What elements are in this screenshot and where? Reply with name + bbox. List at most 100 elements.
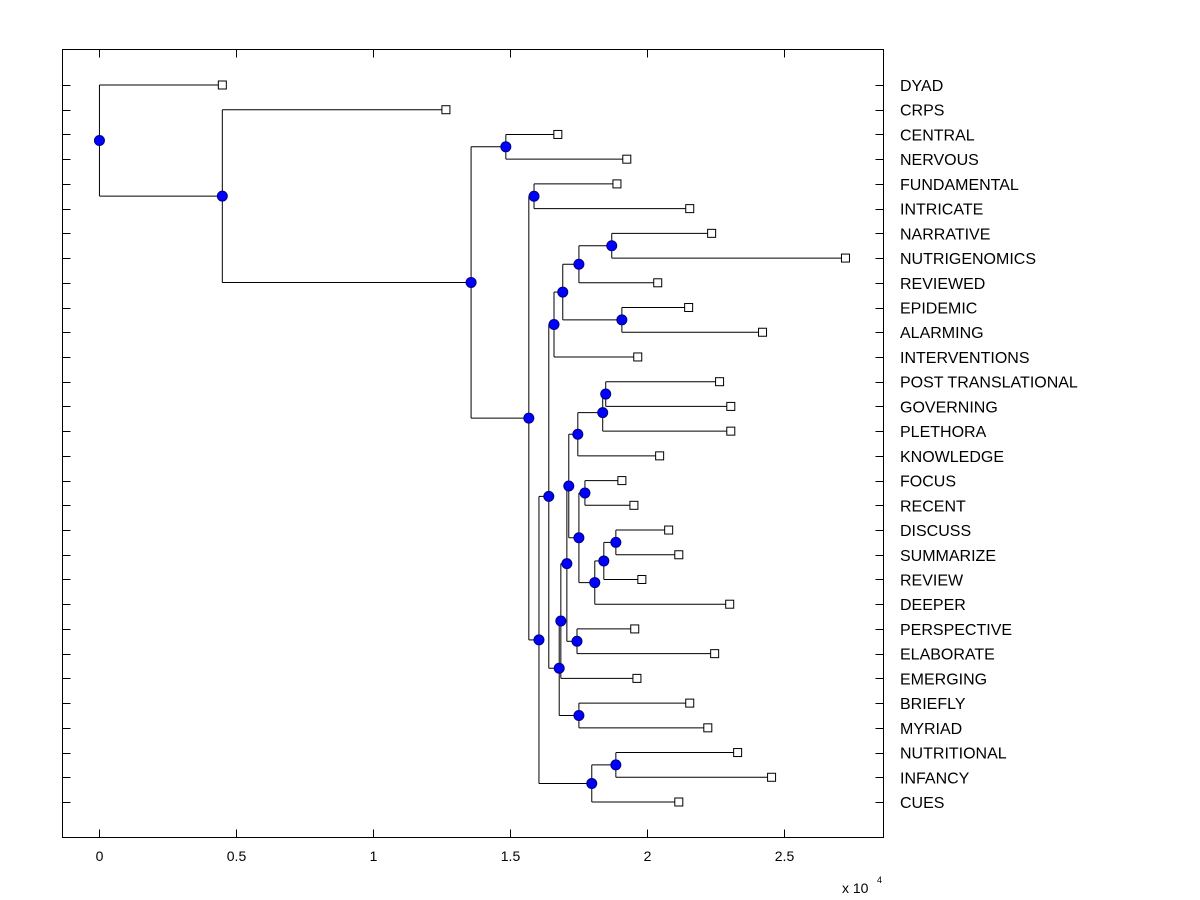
x-tick-label: 2.5 — [775, 848, 795, 864]
cluster-node — [573, 258, 585, 270]
leaf-marker — [441, 105, 451, 115]
leaf-label: EPIDEMIC — [900, 301, 977, 318]
leaf-marker — [715, 377, 725, 387]
leaf-marker — [630, 624, 640, 634]
leaf-marker — [767, 772, 777, 782]
leaf-marker — [617, 476, 627, 486]
leaf-marker — [217, 80, 227, 90]
leaf-label: GOVERNING — [900, 399, 998, 416]
cluster-node — [500, 141, 512, 153]
leaf-label: RECENT — [900, 498, 966, 515]
leaf-marker — [655, 451, 665, 461]
leaf-labels: DYAD CRPS CENTRAL NERVOUS FUNDAMENTAL INTRICA… — [900, 78, 1078, 812]
cluster-node — [606, 240, 618, 252]
cluster-node — [600, 388, 612, 400]
leaf-label: INTERVENTIONS — [900, 350, 1030, 367]
cluster-node — [523, 412, 535, 424]
cluster-node — [586, 777, 598, 789]
leaf-label: NARRATIVE — [900, 226, 990, 243]
x-tick-labels: 0 0.5 1 1.5 2 2.5 — [96, 848, 795, 864]
cluster-node — [572, 428, 584, 440]
leaf-label: EMERGING — [900, 671, 987, 688]
leaf-label: DEEPER — [900, 597, 966, 614]
leaf-marker — [726, 401, 736, 411]
leaf-marker — [710, 649, 720, 659]
leaf-marker — [703, 723, 713, 733]
leaf-marker — [685, 204, 695, 214]
cluster-node — [543, 490, 555, 502]
cluster-node — [597, 407, 609, 419]
leaf-label: CENTRAL — [900, 127, 975, 144]
x-tick-label: 1.5 — [501, 848, 521, 864]
leaf-label: DYAD — [900, 78, 943, 95]
leaf-label: INTRICATE — [900, 202, 983, 219]
leaf-markers — [217, 80, 850, 807]
leaf-label: PERSPECTIVE — [900, 622, 1012, 639]
cluster-node — [93, 135, 105, 147]
leaf-label: NUTRITIONAL — [900, 746, 1007, 763]
leaf-marker — [633, 352, 643, 362]
cluster-node — [533, 634, 545, 646]
leaf-label: CRPS — [900, 103, 944, 120]
cluster-node — [548, 319, 560, 331]
leaf-marker — [725, 599, 735, 609]
leaf-label: FUNDAMENTAL — [900, 177, 1019, 194]
leaf-marker — [629, 500, 639, 510]
leaf-marker — [733, 748, 743, 758]
leaf-marker — [637, 574, 647, 584]
x-tick-label: 0.5 — [227, 848, 247, 864]
leaf-marker — [553, 129, 563, 139]
leaf-marker — [622, 154, 632, 164]
y-axis-ticks — [62, 85, 884, 803]
leaf-label: REVIEW — [900, 572, 964, 589]
leaf-label: ELABORATE — [900, 647, 995, 664]
cluster-node — [555, 615, 567, 627]
leaf-label: BRIEFLY — [900, 696, 966, 713]
leaf-label: NERVOUS — [900, 152, 979, 169]
leaf-marker — [664, 525, 674, 535]
cluster-node — [579, 487, 591, 499]
leaf-marker — [612, 179, 622, 189]
cluster-node — [528, 190, 540, 202]
cluster-node — [589, 577, 601, 589]
cluster-node — [563, 480, 575, 492]
leaf-label: SUMMARIZE — [900, 548, 996, 565]
leaf-label: CUES — [900, 795, 944, 812]
leaf-label: ALARMING — [900, 325, 984, 342]
leaf-marker — [726, 426, 736, 436]
cluster-node — [616, 314, 628, 326]
x-multiplier-exponent: 4 — [877, 875, 882, 885]
leaf-label: KNOWLEDGE — [900, 449, 1004, 466]
cluster-node — [465, 276, 477, 288]
cluster-node — [610, 536, 622, 548]
cluster-node — [573, 532, 585, 544]
leaf-marker — [632, 673, 642, 683]
leaf-marker — [674, 797, 684, 807]
x-tick-label: 0 — [96, 848, 104, 864]
leaf-marker — [840, 253, 850, 263]
leaf-marker — [674, 550, 684, 560]
leaf-label: NUTRIGENOMICS — [900, 251, 1036, 268]
cluster-node — [598, 555, 610, 567]
cluster-node — [573, 709, 585, 721]
leaf-marker — [758, 327, 768, 337]
leaf-label: DISCUSS — [900, 523, 971, 540]
leaf-label: FOCUS — [900, 474, 956, 491]
x-tick-label: 2 — [644, 848, 652, 864]
leaf-label: PLETHORA — [900, 424, 987, 441]
x-tick-label: 1 — [370, 848, 378, 864]
cluster-node — [216, 190, 228, 202]
cluster-node — [571, 635, 583, 647]
plot-frame — [62, 49, 884, 838]
leaf-label: INFANCY — [900, 770, 970, 787]
x-multiplier-label: x 10 — [842, 880, 869, 896]
node-markers — [93, 135, 628, 789]
leaf-marker — [684, 303, 694, 313]
leaf-label: REVIEWED — [900, 276, 985, 293]
leaf-marker — [685, 698, 695, 708]
leaf-marker — [707, 228, 717, 238]
cluster-node — [557, 286, 569, 298]
cluster-node — [610, 759, 622, 771]
leaf-label: POST TRANSLATIONAL — [900, 375, 1078, 392]
